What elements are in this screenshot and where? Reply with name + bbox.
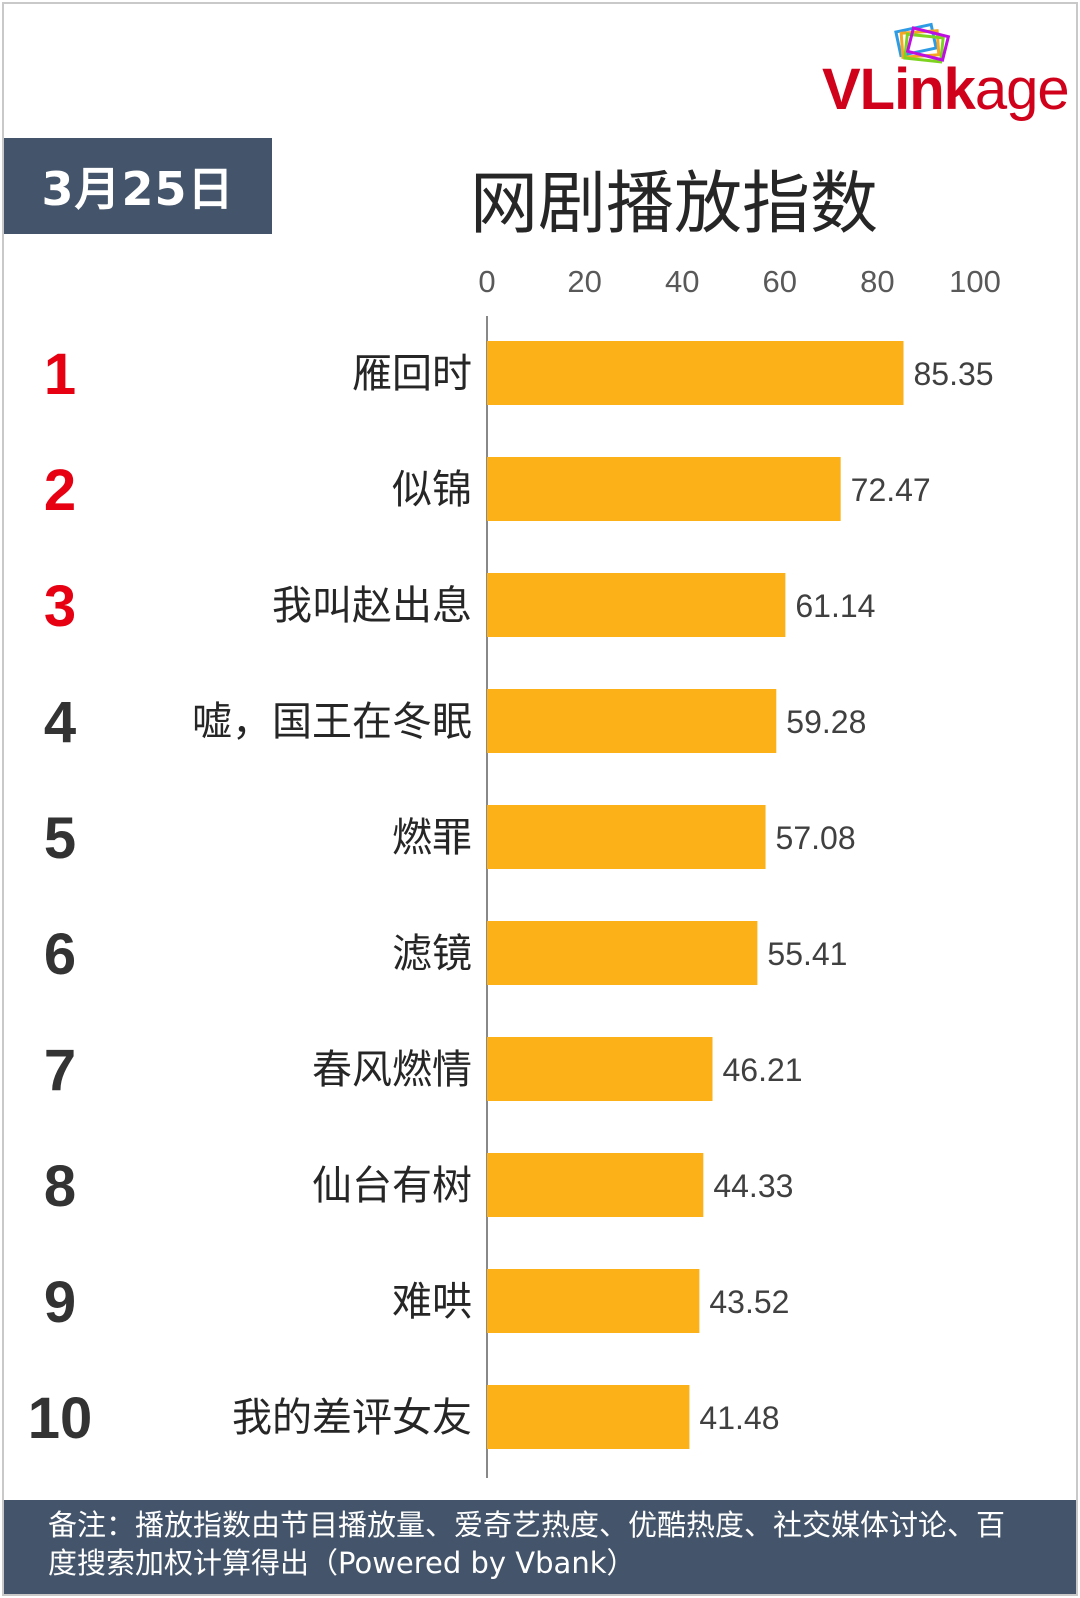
bar <box>487 457 841 521</box>
category-label: 难哄 <box>392 1279 472 1325</box>
category-label: 燃罪 <box>392 815 472 861</box>
rank-number: 3 <box>44 574 76 639</box>
logo-wordmark: VLinkage <box>822 57 1070 122</box>
bar-value-label: 85.35 <box>914 356 994 392</box>
category-label: 似锦 <box>392 467 472 513</box>
date-badge: 3月25日 <box>4 138 272 234</box>
category-label: 春风燃情 <box>312 1047 472 1093</box>
rank-number: 9 <box>44 1270 76 1335</box>
bar <box>487 573 786 637</box>
bar-value-label: 43.52 <box>709 1284 789 1320</box>
bar-chart: 0 20 40 60 80 100 85.35 雁回时 1 72.47 似锦 2 61.14 我叫赵出息 3… <box>28 264 1001 1478</box>
rank-number: 5 <box>44 806 76 871</box>
footnote-banner: 备注：播放指数由节目播放量、爱奇艺热度、优酷热度、社交媒体讨论、百度搜索加权计算… <box>4 1500 1076 1594</box>
rank-number: 10 <box>28 1386 93 1451</box>
bar <box>487 805 766 869</box>
axis-tick-label: 0 <box>478 264 495 299</box>
bar-value-label: 57.08 <box>776 820 856 856</box>
bar-value-label: 61.14 <box>795 588 875 624</box>
logo-icon <box>894 22 951 64</box>
category-label: 我叫赵出息 <box>272 583 472 629</box>
bar-value-label: 41.48 <box>699 1400 779 1436</box>
bar-value-label: 72.47 <box>851 472 931 508</box>
category-label: 仙台有树 <box>312 1163 472 1209</box>
bar <box>487 1385 690 1449</box>
axis-tick-label: 20 <box>567 264 601 299</box>
bar <box>487 1153 704 1217</box>
axis-tick-label: 100 <box>949 264 1001 299</box>
rank-number: 7 <box>44 1038 76 1103</box>
category-label: 我的差评女友 <box>232 1395 472 1441</box>
bar-value-label: 46.21 <box>723 1052 803 1088</box>
rank-number: 4 <box>44 690 76 755</box>
category-label: 雁回时 <box>352 351 472 397</box>
axis-tick-label: 60 <box>763 264 797 299</box>
footnote-text: 备注：播放指数由节目播放量、爱奇艺热度、优酷热度、社交媒体讨论、百度搜索加权计算… <box>48 1508 1006 1580</box>
bar-value-label: 55.41 <box>767 936 847 972</box>
bar-value-label: 44.33 <box>713 1168 793 1204</box>
category-label: 嘘，国王在冬眠 <box>192 699 472 745</box>
rank-number: 1 <box>44 342 76 407</box>
page-title: 网剧播放指数 <box>470 165 879 244</box>
bar <box>487 341 904 405</box>
bar <box>487 1269 700 1333</box>
bar <box>487 1037 713 1101</box>
bar-value-label: 59.28 <box>786 704 866 740</box>
rank-number: 2 <box>44 458 76 523</box>
bar <box>487 921 758 985</box>
rank-number: 6 <box>44 922 76 987</box>
axis-tick-label: 80 <box>860 264 894 299</box>
bar <box>487 689 777 753</box>
vlinkage-logo: VLinkage <box>822 22 1072 122</box>
rank-number: 8 <box>44 1154 76 1219</box>
category-label: 滤镜 <box>392 931 472 977</box>
axis-tick-label: 40 <box>665 264 699 299</box>
